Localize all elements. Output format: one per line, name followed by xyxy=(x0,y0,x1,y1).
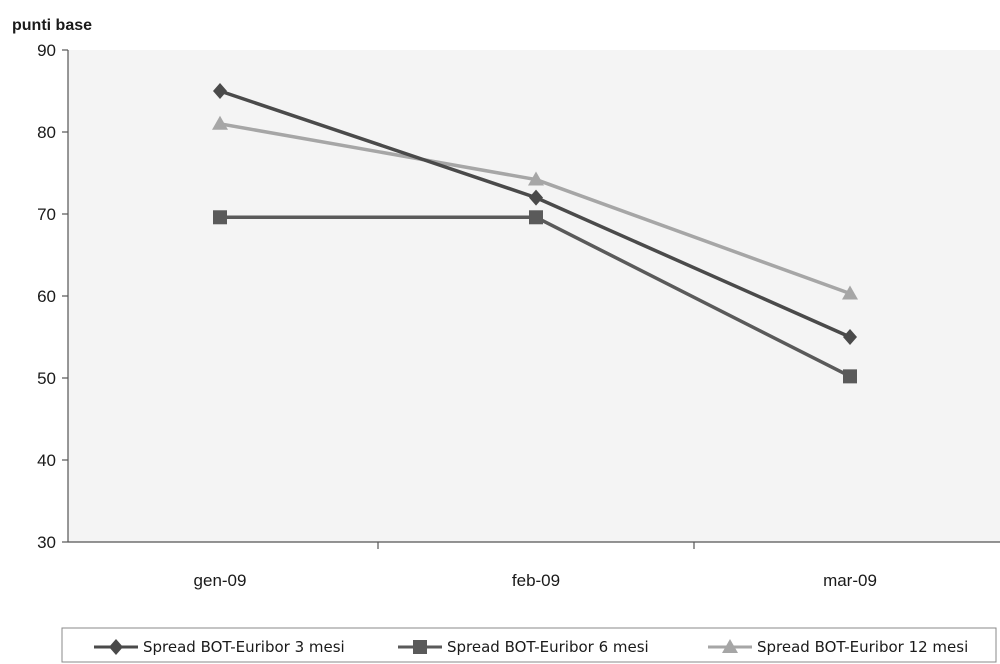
y-tick-label: 30 xyxy=(37,533,56,552)
y-axis-label: punti base xyxy=(12,17,92,34)
y-tick-label: 50 xyxy=(37,369,56,388)
data-point-marker xyxy=(213,83,227,99)
data-point-marker xyxy=(529,189,543,206)
x-tick-label: feb-09 xyxy=(512,571,560,590)
plot-area xyxy=(68,50,1000,542)
data-point-marker xyxy=(843,369,857,384)
series-layer xyxy=(212,83,858,384)
data-point-marker xyxy=(528,171,544,186)
legend-marker xyxy=(722,639,738,653)
legend: Spread BOT-Euribor 3 mesi Spread BOT-Euri… xyxy=(94,638,968,656)
legend-label: Spread BOT-Euribor 12 mesi xyxy=(757,638,968,656)
y-tick-label: 80 xyxy=(37,123,56,142)
legend-marker xyxy=(109,639,123,655)
data-point-marker xyxy=(212,115,228,130)
legend-label: Spread BOT-Euribor 3 mesi xyxy=(143,638,345,656)
y-tick-label: 40 xyxy=(37,451,56,470)
y-tick-label: 90 xyxy=(37,41,56,60)
data-point-marker xyxy=(842,285,858,300)
y-tick-label: 60 xyxy=(37,287,56,306)
data-point-marker xyxy=(213,210,227,225)
legend-marker xyxy=(413,640,427,654)
x-tick-label: gen-09 xyxy=(194,571,247,590)
y-axis-ticks: 30 40 50 60 70 80 90 xyxy=(37,41,68,552)
data-point-marker xyxy=(529,210,543,225)
legend-box xyxy=(61,627,997,663)
x-axis-ticks: gen-09 feb-09 mar-09 xyxy=(194,542,877,590)
x-tick-label: mar-09 xyxy=(823,571,877,590)
data-point-marker xyxy=(843,329,857,345)
legend-label: Spread BOT-Euribor 6 mesi xyxy=(447,638,649,656)
y-tick-label: 70 xyxy=(37,205,56,224)
